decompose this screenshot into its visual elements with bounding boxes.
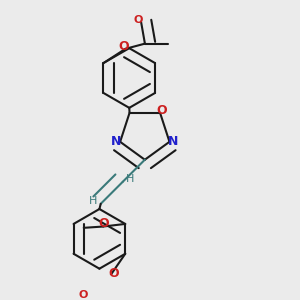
Text: O: O	[108, 267, 119, 280]
Text: O: O	[134, 15, 143, 25]
Text: N: N	[168, 135, 178, 148]
Text: N: N	[111, 135, 122, 148]
Text: O: O	[156, 104, 167, 117]
Text: H: H	[126, 174, 135, 184]
Text: O: O	[98, 217, 109, 230]
Text: H: H	[89, 196, 97, 206]
Text: O: O	[78, 290, 88, 300]
Text: O: O	[119, 40, 130, 53]
